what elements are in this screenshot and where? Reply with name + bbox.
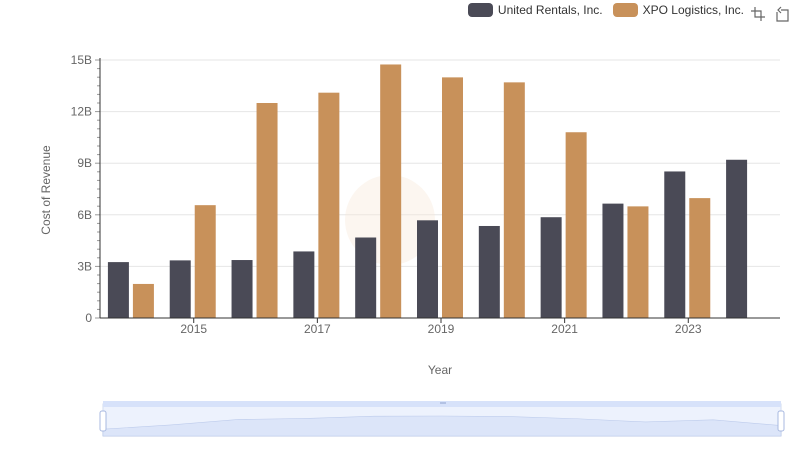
data-zoom-slider[interactable]	[99, 401, 785, 437]
restore-icon[interactable]	[774, 6, 790, 22]
legend-label-xpo-logistics: XPO Logistics, Inc.	[642, 3, 744, 17]
bar-united-rentals	[602, 203, 624, 318]
toolbox	[750, 6, 790, 22]
y-tick-label: 15B	[71, 53, 92, 67]
bar-xpo-logistics	[256, 103, 278, 318]
datazoom-left-handle[interactable]	[99, 410, 107, 432]
bar-united-rentals	[664, 171, 686, 318]
x-axis-label: Year	[428, 363, 452, 377]
bar-united-rentals	[540, 217, 562, 318]
bar-xpo-logistics	[503, 82, 525, 318]
y-tick-label: 3B	[77, 259, 92, 273]
y-tick-label: 6B	[77, 208, 92, 222]
x-tick-label: 2017	[304, 322, 331, 336]
bar-xpo-logistics	[318, 92, 340, 319]
y-tick-label: 12B	[71, 105, 92, 119]
legend-item-united-rentals[interactable]: United Rentals, Inc.	[467, 3, 603, 17]
bar-united-rentals	[169, 260, 191, 318]
legend-label-united-rentals: United Rentals, Inc.	[497, 3, 603, 17]
zoom-icon[interactable]	[750, 6, 766, 22]
y-tick-label: 9B	[77, 156, 92, 170]
bar-xpo-logistics	[689, 198, 711, 318]
axes: 0 3B 6B 9B 12B 15B 2015 2017 2019 2021 2023	[71, 53, 780, 336]
datazoom-right-handle[interactable]	[777, 410, 785, 432]
x-tick-label: 2015	[180, 322, 207, 336]
bar-united-rentals	[231, 260, 253, 318]
bar-united-rentals	[726, 159, 748, 318]
y-axis-label: Cost of Revenue	[39, 145, 53, 235]
bar-united-rentals	[107, 262, 129, 318]
bar-xpo-logistics	[442, 77, 463, 318]
bar-united-rentals	[293, 251, 315, 318]
bar-united-rentals	[355, 237, 377, 318]
legend-item-xpo-logistics[interactable]: XPO Logistics, Inc.	[612, 3, 744, 17]
legend-swatch-xpo-logistics	[612, 3, 638, 17]
x-tick-label: 2021	[551, 322, 578, 336]
bar-xpo-logistics	[194, 205, 216, 318]
y-tick-label: 0	[85, 311, 92, 325]
x-tick-label: 2023	[675, 322, 702, 336]
legend-swatch-united-rentals	[467, 3, 493, 17]
bar-xpo-logistics	[380, 64, 402, 318]
datazoom-selected-range	[103, 404, 781, 436]
bar-united-rentals	[478, 225, 500, 318]
datazoom-shadow	[102, 415, 782, 437]
bar-united-rentals	[417, 220, 438, 318]
bars-group	[107, 64, 748, 319]
bar-xpo-logistics	[132, 283, 154, 318]
legend: United Rentals, Inc. XPO Logistics, Inc.	[467, 3, 744, 17]
bar-xpo-logistics	[627, 206, 649, 318]
x-tick-label: 2019	[428, 322, 455, 336]
datazoom-top-bar	[103, 401, 781, 407]
bar-xpo-logistics	[565, 132, 587, 318]
